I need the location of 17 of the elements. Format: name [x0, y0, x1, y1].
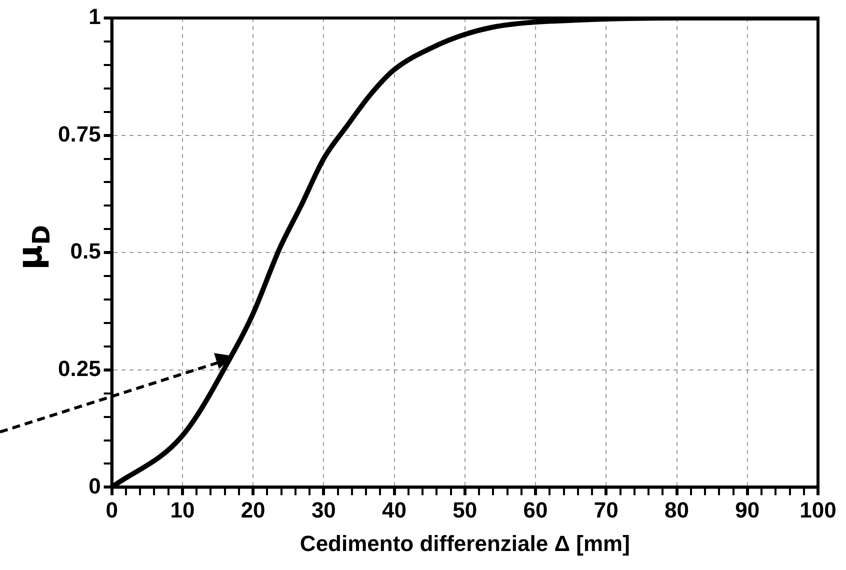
y-tick-label: 1: [88, 4, 101, 30]
x-tick-label: 60: [523, 497, 548, 522]
x-tick-label: 10: [170, 497, 195, 522]
x-tick-label: 40: [382, 497, 407, 522]
x-tick-label: 80: [664, 497, 690, 522]
x-tick-label: 0: [106, 497, 118, 522]
y-tick-label: 0: [88, 473, 101, 498]
x-tick-label: 90: [735, 497, 760, 522]
y-tick-label: 0.25: [58, 356, 101, 381]
x-tick-label: 30: [311, 497, 336, 522]
x-tick-label: 20: [240, 497, 266, 522]
x-tick-label: 100: [800, 497, 836, 522]
y-tick-label: 0.75: [58, 121, 101, 146]
x-axis-title: Cedimento differenziale Δ [mm]: [300, 530, 630, 556]
x-tick-label: 50: [452, 497, 478, 522]
y-tick-label: 0.5: [70, 238, 101, 264]
x-tick-label: 70: [594, 497, 618, 522]
